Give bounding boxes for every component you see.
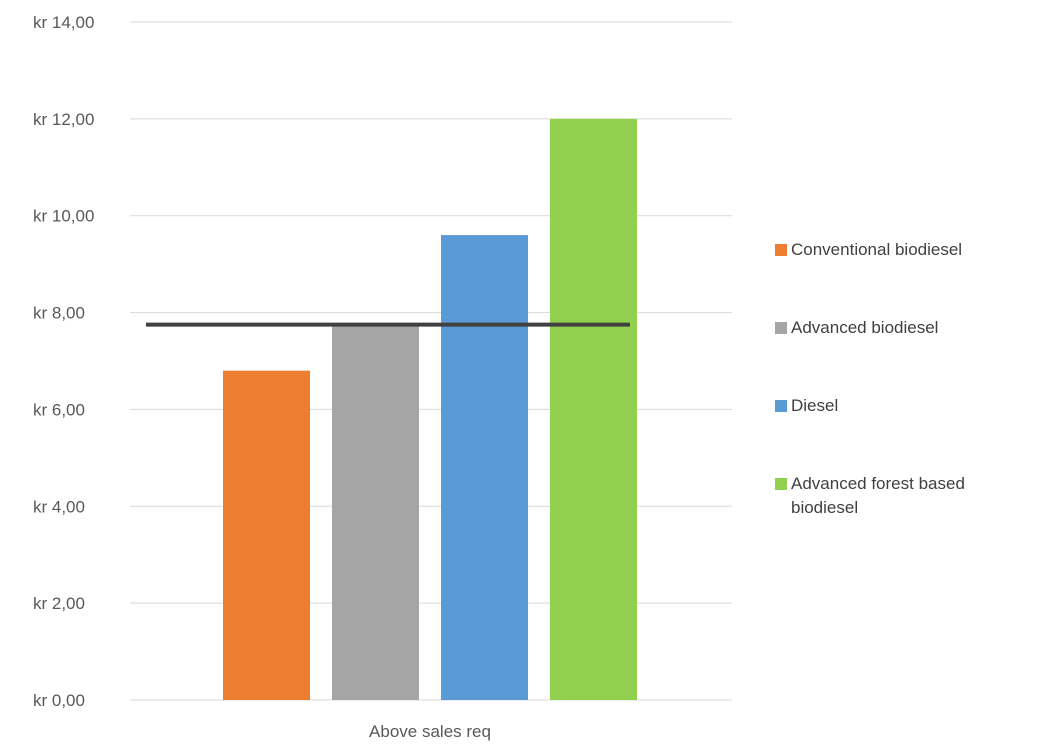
y-tick-label: kr 0,00 (33, 691, 85, 710)
bars (223, 118, 637, 701)
legend-item: Advanced biodiesel (775, 316, 1035, 340)
legend: Conventional biodiesel Advanced biodiesel… (775, 238, 1035, 574)
y-tick-label: kr 12,00 (33, 110, 94, 129)
legend-label: Diesel (791, 396, 839, 415)
y-tick-label: kr 8,00 (33, 304, 85, 323)
legend-swatch (775, 478, 787, 490)
x-axis-category-labels: Above sales req (369, 722, 491, 741)
y-axis-tick-labels: kr 0,00 kr 2,00 kr 4,00 kr 6,00 kr 8,00 kr 10… (33, 13, 94, 710)
legend-swatch (775, 322, 787, 334)
legend-item: Advanced forest based biodiesel (775, 472, 1035, 520)
legend-label: Conventional biodiesel (791, 240, 963, 259)
gridlines (130, 21, 732, 701)
y-tick-label: kr 2,00 (33, 594, 85, 613)
bar-advanced-forest-based-biodiesel (550, 118, 637, 701)
legend-swatch (775, 244, 787, 256)
legend-item: Diesel (775, 394, 1035, 418)
x-category-label: Above sales req (369, 722, 491, 741)
y-tick-label: kr 10,00 (33, 207, 94, 226)
bar-advanced-biodiesel (332, 324, 419, 700)
legend-item: Conventional biodiesel (775, 238, 1035, 262)
bar-conventional-biodiesel (223, 370, 310, 700)
legend-label: Advanced forest based biodiesel (791, 474, 965, 517)
y-tick-label: kr 14,00 (33, 13, 94, 32)
y-tick-label: kr 6,00 (33, 400, 85, 419)
bar-diesel (441, 235, 528, 701)
y-tick-label: kr 4,00 (33, 497, 85, 516)
legend-swatch (775, 400, 787, 412)
legend-label: Advanced biodiesel (791, 318, 939, 337)
